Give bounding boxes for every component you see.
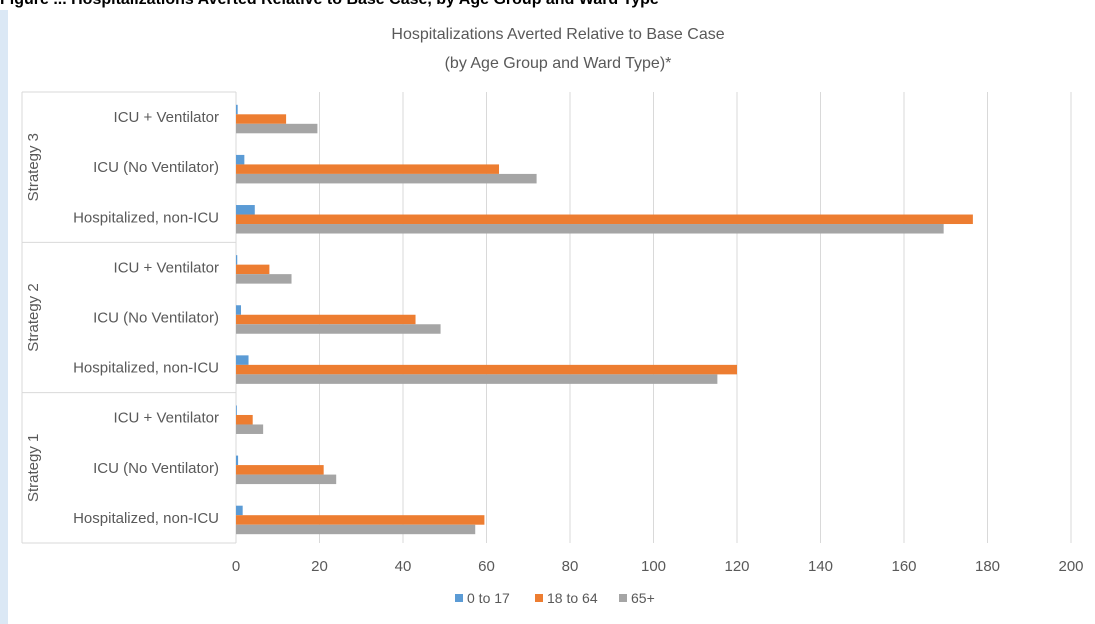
legend-label: 18 to 64 bbox=[547, 590, 598, 606]
bar-0-to-17 bbox=[236, 104, 238, 115]
bar-0-to-17 bbox=[236, 455, 239, 466]
clipped-figure-caption: Figure ... Hospitalizations Averted Rela… bbox=[0, 0, 1095, 10]
figure-caption-text: Figure ... Hospitalizations Averted Rela… bbox=[0, 0, 659, 9]
bar-18-to-64 bbox=[236, 515, 485, 525]
legend-label: 0 to 17 bbox=[467, 590, 510, 606]
bar-18-to-64 bbox=[236, 465, 324, 475]
category-label: ICU + Ventilator bbox=[114, 259, 219, 276]
x-tick-label: 200 bbox=[1058, 558, 1083, 575]
category-label: ICU + Ventilator bbox=[114, 109, 219, 126]
bar-65- bbox=[236, 374, 718, 384]
category-labels: Strategy 3 ICU + Ventilator ICU (No Ventil… bbox=[25, 109, 219, 527]
bar-18-to-64 bbox=[236, 264, 270, 275]
bar-65- bbox=[236, 524, 476, 535]
bar-0-to-17 bbox=[236, 255, 238, 265]
x-tick-label: 120 bbox=[724, 558, 749, 575]
x-tick-label: 100 bbox=[641, 558, 666, 575]
bar-18-to-64 bbox=[236, 364, 737, 375]
bar-0-to-17 bbox=[236, 205, 255, 215]
bar-65- bbox=[236, 324, 441, 334]
legend-label: 65+ bbox=[631, 590, 655, 606]
category-label: ICU (No Ventilator) bbox=[93, 310, 219, 327]
bar-18-to-64 bbox=[236, 314, 416, 325]
bar-18-to-64 bbox=[236, 114, 287, 124]
bar-18-to-64 bbox=[236, 164, 500, 174]
group-label-strategy: Strategy 1 bbox=[25, 434, 42, 502]
chart-title: Hospitalizations Averted Relative to Bas… bbox=[391, 26, 724, 43]
bar-65- bbox=[236, 274, 292, 284]
bar-18-to-64 bbox=[236, 214, 973, 225]
legend: 0 to 17 18 to 64 65+ bbox=[455, 590, 655, 606]
bar-0-to-17 bbox=[236, 405, 237, 415]
bar-0-to-17 bbox=[236, 505, 243, 516]
bar-0-to-17 bbox=[236, 355, 249, 365]
gridlines bbox=[319, 92, 1072, 543]
x-tick-label: 80 bbox=[562, 558, 579, 575]
bar-18-to-64 bbox=[236, 414, 253, 425]
x-tick-label: 140 bbox=[808, 558, 833, 575]
bar-0-to-17 bbox=[236, 154, 245, 165]
x-tick-label: 60 bbox=[478, 558, 495, 575]
bar-0-to-17 bbox=[236, 305, 242, 315]
chart-subtitle: (by Age Group and Ward Type)* bbox=[445, 55, 672, 72]
x-tick-label: 160 bbox=[891, 558, 916, 575]
x-tick-label: 0 bbox=[232, 558, 240, 575]
bar-65- bbox=[236, 424, 264, 434]
group-label-strategy: Strategy 2 bbox=[25, 283, 42, 351]
x-tick-label: 40 bbox=[395, 558, 412, 575]
category-label: Hospitalized, non-ICU bbox=[73, 510, 219, 527]
bar-65- bbox=[236, 123, 318, 134]
x-tick-label: 180 bbox=[975, 558, 1000, 575]
category-label: ICU (No Ventilator) bbox=[93, 159, 219, 176]
category-label: Hospitalized, non-ICU bbox=[73, 209, 219, 226]
category-label: ICU (No Ventilator) bbox=[93, 460, 219, 477]
category-label: Hospitalized, non-ICU bbox=[73, 360, 219, 377]
legend-swatch bbox=[455, 594, 463, 602]
page-left-border bbox=[0, 10, 8, 624]
legend-swatch bbox=[535, 594, 543, 602]
bar-65- bbox=[236, 173, 537, 184]
bar-65- bbox=[236, 474, 337, 485]
bar-65- bbox=[236, 224, 944, 234]
x-tick-label: 20 bbox=[311, 558, 328, 575]
category-label: ICU + Ventilator bbox=[114, 410, 219, 427]
legend-swatch bbox=[619, 594, 627, 602]
x-tick-labels: 0 20 40 60 80 100 120 140 160 180 200 bbox=[232, 558, 1084, 575]
bar-series bbox=[236, 104, 973, 535]
group-label-strategy: Strategy 3 bbox=[25, 133, 42, 201]
